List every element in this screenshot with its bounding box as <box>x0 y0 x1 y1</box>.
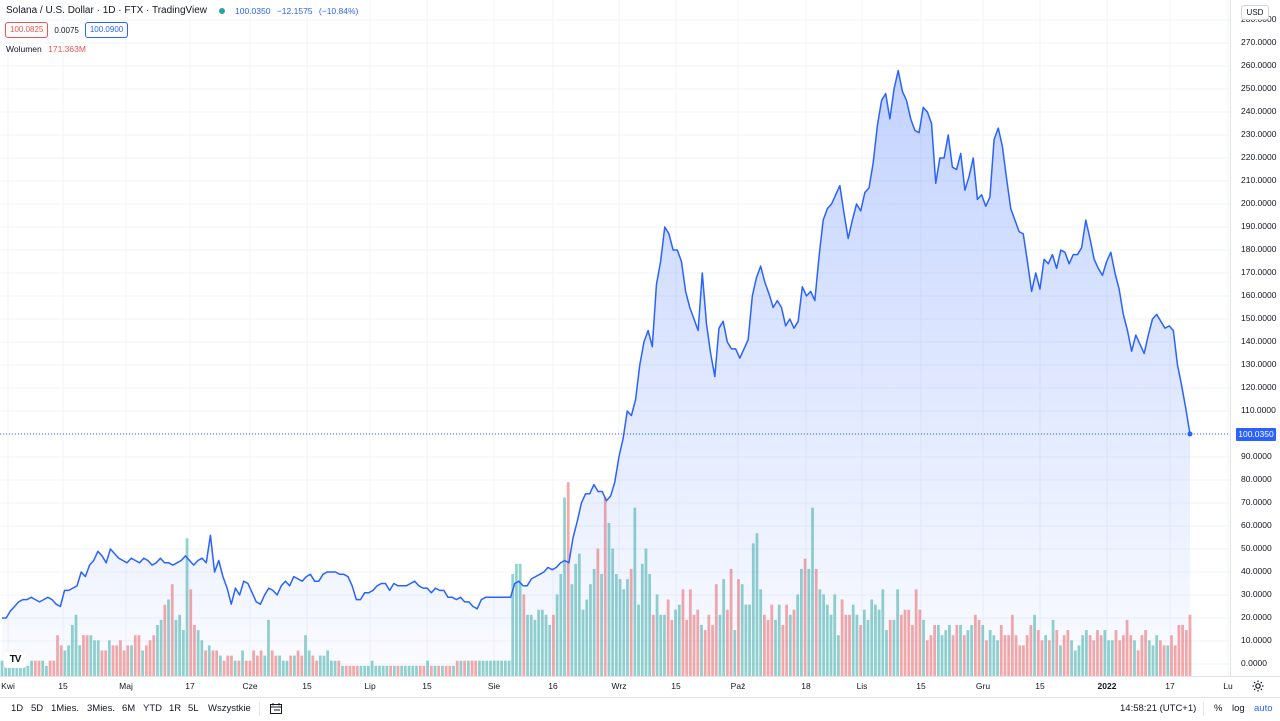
bottom-toolbar: 1D 5D 1Mies. 3Mies. 6M YTD 1R 5L Wszystk… <box>0 697 1280 721</box>
price-axis[interactable]: 280.0000270.0000260.0000250.0000240.0000… <box>1230 0 1280 676</box>
price-tick: 30.0000 <box>1241 589 1272 599</box>
time-tick: 16 <box>548 681 558 691</box>
price-line <box>2 69 1191 619</box>
calendar-icon[interactable] <box>270 703 282 714</box>
price-tick: 140.0000 <box>1241 336 1277 346</box>
time-tick: Maj <box>119 681 133 691</box>
time-tick: Lis <box>856 681 868 691</box>
auto-toggle[interactable]: auto <box>1254 703 1273 714</box>
price-tick: 220.0000 <box>1241 152 1277 162</box>
price-change: −12.1575 <box>276 5 313 16</box>
tradingview-logo[interactable]: TV <box>4 652 26 668</box>
range-6m[interactable]: 6M <box>122 703 136 714</box>
range-ytd[interactable]: YTD <box>143 703 162 714</box>
volume-value: 171.363M <box>48 44 86 54</box>
price-tick: 80.0000 <box>1241 474 1272 484</box>
log-toggle[interactable]: log <box>1232 703 1245 714</box>
volume-legend[interactable]: Wolumen 171.363M <box>6 44 86 54</box>
price-tick: 250.0000 <box>1241 83 1277 93</box>
price-tick: 260.0000 <box>1241 60 1277 70</box>
time-tick: Kwi <box>1 681 15 691</box>
price-tick: 110.0000 <box>1241 405 1276 415</box>
volume-label: Wolumen <box>6 44 42 54</box>
price-tick: 90.0000 <box>1241 451 1272 461</box>
time-tick: Wrz <box>611 681 627 691</box>
last-price-label: 100.0350 <box>1236 428 1276 441</box>
price-tick: 120.0000 <box>1241 382 1277 392</box>
time-tick: 17 <box>1165 681 1175 691</box>
gear-icon[interactable] <box>1251 679 1265 693</box>
price-tick: 190.0000 <box>1241 221 1277 231</box>
chart-area[interactable] <box>0 0 1230 676</box>
time-tick: Lu <box>1223 681 1233 691</box>
price-tick: 270.0000 <box>1241 37 1277 47</box>
time-tick: 15 <box>302 681 312 691</box>
divider <box>1203 702 1204 716</box>
time-tick: Lip <box>364 681 376 691</box>
currency-selector[interactable]: USD <box>1241 5 1269 20</box>
price-tick: 200.0000 <box>1241 198 1277 208</box>
time-tick: Sie <box>487 681 501 691</box>
time-tick: 15 <box>58 681 68 691</box>
time-tick: 18 <box>801 681 811 691</box>
price-change-pct: (−10.84%) <box>318 5 359 16</box>
clock[interactable]: 14:58:21 (UTC+1) <box>1120 703 1197 714</box>
time-tick: Cze <box>242 681 258 691</box>
price-area <box>2 70 1190 676</box>
range-all[interactable]: Wszystkie <box>208 703 251 714</box>
time-tick: 15 <box>1035 681 1045 691</box>
price-line: 100.0350 −12.1575 (−10.84%) <box>235 6 362 16</box>
time-tick: 2022 <box>1097 681 1117 691</box>
range-3m[interactable]: 3Mies. <box>87 703 115 714</box>
price-tick: 210.0000 <box>1241 175 1277 185</box>
price-tick: 60.0000 <box>1241 520 1272 530</box>
market-status-icon <box>219 7 225 14</box>
range-1m[interactable]: 1Mies. <box>51 703 79 714</box>
price-chart[interactable] <box>0 0 1230 676</box>
price-tick: 230.0000 <box>1241 129 1277 139</box>
buy-button[interactable]: 100.0900 <box>84 22 129 38</box>
last-price: 100.0350 <box>235 5 271 16</box>
time-axis[interactable]: Kwi 15 Maj 17 Cze 15 Lip 15 Sie 16 Wrz 15 Paź 18 Lis 15… <box>0 676 1280 697</box>
price-tick: 10.0000 <box>1241 635 1272 645</box>
range-5y[interactable]: 5L <box>188 703 199 714</box>
bid-ask: 100.0825 0.0075 100.0900 <box>5 22 129 38</box>
spread-value: 0.0075 <box>54 25 79 35</box>
price-tick: 0.0000 <box>1241 658 1267 668</box>
last-price-dot <box>1187 431 1193 437</box>
time-tick: 15 <box>916 681 926 691</box>
time-tick: 17 <box>185 681 195 691</box>
price-tick: 160.0000 <box>1241 290 1277 300</box>
price-tick: 130.0000 <box>1241 359 1277 369</box>
time-tick: Gru <box>975 681 991 691</box>
time-tick: 15 <box>671 681 681 691</box>
price-tick: 180.0000 <box>1241 244 1277 254</box>
time-tick: 15 <box>422 681 432 691</box>
price-tick: 150.0000 <box>1241 313 1277 323</box>
percent-toggle[interactable]: % <box>1214 703 1223 714</box>
price-tick: 170.0000 <box>1241 267 1277 277</box>
symbol-title[interactable]: Solana / U.S. Dollar · 1D · FTX · Tradin… <box>6 5 207 16</box>
range-5d[interactable]: 5D <box>31 703 44 714</box>
price-tick: 20.0000 <box>1241 612 1272 622</box>
range-1y[interactable]: 1R <box>169 703 182 714</box>
price-tick: 70.0000 <box>1241 497 1272 507</box>
time-tick: Paź <box>730 681 746 691</box>
range-1d[interactable]: 1D <box>11 703 24 714</box>
price-tick: 240.0000 <box>1241 106 1277 116</box>
price-tick: 50.0000 <box>1241 543 1272 553</box>
sell-button[interactable]: 100.0825 <box>5 22 49 38</box>
price-tick: 40.0000 <box>1241 566 1272 576</box>
divider <box>259 702 260 716</box>
chart-header: Solana / U.S. Dollar · 1D · FTX · Tradin… <box>6 5 362 16</box>
